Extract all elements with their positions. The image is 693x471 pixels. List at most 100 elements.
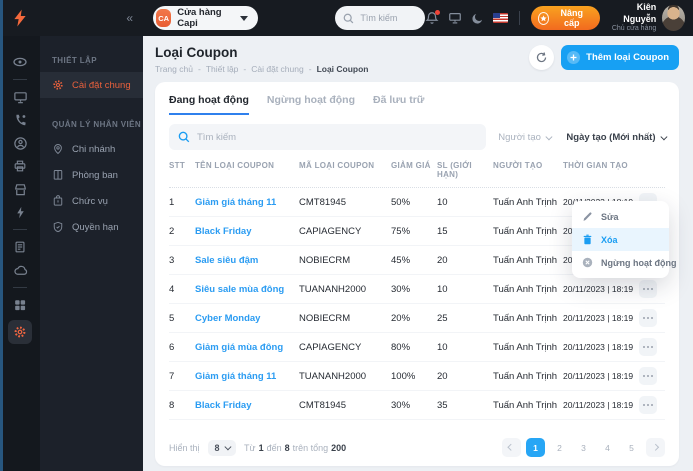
sidebar-item-phong-ban[interactable]: Phòng ban: [40, 162, 143, 188]
col-thoi-gian: THỜI GIAN TẠO: [563, 161, 628, 170]
col-stt: STT: [169, 161, 186, 170]
cell-created: 20/11/2023 | 18:19: [563, 313, 634, 323]
upgrade-button[interactable]: Nâng cấp: [530, 6, 601, 30]
next-page-button[interactable]: [646, 438, 665, 457]
row-context-menu: Sửa Xóa Ngừng hoạt động: [572, 201, 677, 278]
store-selector[interactable]: CA Cửa hàng Capi: [153, 6, 259, 30]
avatar[interactable]: [662, 5, 685, 31]
sidebar-section-title: THIẾT LẬP: [52, 56, 97, 65]
coupon-name-link[interactable]: Cyber Monday: [195, 312, 261, 324]
plus-icon: [567, 51, 581, 64]
show-label: Hiển thị: [169, 442, 200, 453]
cell-stt: 3: [169, 254, 175, 266]
context-menu-deactivate[interactable]: Ngừng hoạt động: [572, 251, 677, 274]
tab-dang-hoat-dong[interactable]: Đang hoạt động: [169, 94, 249, 115]
global-search-input[interactable]: [360, 13, 417, 23]
notification-dot: [434, 10, 440, 15]
creator-filter[interactable]: Người tạo: [498, 132, 553, 143]
cell-qty: 25: [437, 312, 448, 324]
page-button[interactable]: 5: [629, 442, 634, 453]
coupon-name-link[interactable]: Giảm giá mùa đông: [195, 341, 284, 353]
page-button[interactable]: 3: [581, 442, 586, 453]
sidebar-item-cai-dat-chung[interactable]: Cài đặt chung: [40, 72, 143, 98]
tab-ngung-hoat-dong[interactable]: Ngừng hoạt động: [266, 94, 355, 106]
page-button[interactable]: 4: [605, 442, 610, 453]
sidebar-collapse-button[interactable]: «: [126, 11, 133, 25]
cell-qty: 20: [437, 254, 448, 266]
cloud-icon[interactable]: [12, 262, 28, 278]
cell-discount: 30%: [391, 399, 411, 411]
cell-stt: 8: [169, 399, 175, 411]
page-button[interactable]: 2: [557, 442, 562, 453]
page-button[interactable]: 1: [526, 438, 545, 457]
cell-created: 20/11/2023 | 18:19: [563, 284, 634, 294]
context-menu-edit[interactable]: Sửa: [572, 205, 669, 228]
sidebar-item-chi-nhanh[interactable]: Chi nhánh: [40, 136, 143, 162]
cell-creator: Tuấn Anh Trịnh: [493, 225, 558, 237]
eye-icon[interactable]: [12, 54, 28, 70]
add-coupon-type-button[interactable]: Thêm loại Coupon: [561, 45, 679, 70]
grid-icon[interactable]: [12, 297, 28, 313]
sidebar: THIẾT LẬP Cài đặt chung QUẢN LÝ NHÂN VIÊ…: [40, 36, 143, 471]
breadcrumb-item[interactable]: Trang chủ: [155, 64, 193, 74]
coupon-name-link[interactable]: Black Friday: [195, 399, 252, 411]
cell-discount: 50%: [391, 196, 411, 208]
rail-divider: [13, 79, 27, 80]
table-row: 7 Giảm giá tháng 11 TUANANH2000 100% 20 …: [169, 362, 665, 391]
user-circle-icon[interactable]: [12, 135, 28, 151]
coupon-name-link[interactable]: Sale siêu đậm: [195, 254, 259, 266]
breadcrumb-item[interactable]: Thiết lập: [205, 64, 239, 74]
top-bar-icons: [425, 10, 522, 25]
col-sl: SL (GIỚI HẠN): [437, 161, 472, 179]
presentation-icon[interactable]: [448, 11, 462, 25]
page-size-value: 8: [214, 442, 220, 453]
tab-da-luu-tru[interactable]: Đã lưu trữ: [373, 94, 425, 106]
user-menu[interactable]: Kiên Nguyễn Chủ cửa hàng: [608, 2, 656, 33]
context-menu-label: Xóa: [601, 234, 618, 245]
row-actions-button[interactable]: [639, 280, 657, 298]
cell-discount: 45%: [391, 254, 411, 266]
row-actions-button[interactable]: [639, 309, 657, 327]
prev-page-button[interactable]: [502, 438, 521, 457]
sidebar-item-quyen-han[interactable]: Quyền hạn: [40, 214, 143, 240]
row-actions-button[interactable]: [639, 367, 657, 385]
dark-mode-moon-icon[interactable]: [471, 12, 484, 25]
storefront-icon[interactable]: [12, 181, 28, 197]
table-row: 5 Cyber Monday NOBIECRM 20% 25 Tuấn Anh …: [169, 304, 665, 333]
document-icon[interactable]: [12, 239, 28, 255]
chevron-down-icon: [224, 443, 231, 450]
refresh-button[interactable]: [529, 45, 555, 70]
cell-stt: 4: [169, 283, 175, 295]
gear-icon[interactable]: [8, 320, 32, 344]
breadcrumb-separator: -: [197, 64, 201, 74]
coupon-name-link[interactable]: Siêu sale mùa đông: [195, 283, 285, 295]
coupon-name-link[interactable]: Black Friday: [195, 225, 252, 237]
phone-icon[interactable]: [12, 112, 28, 128]
global-search[interactable]: [335, 6, 425, 30]
table-search[interactable]: [169, 124, 487, 150]
language-flag-icon[interactable]: [492, 13, 508, 23]
page-size-select[interactable]: 8: [207, 439, 237, 456]
cell-stt: 1: [169, 196, 175, 208]
printer-icon[interactable]: [12, 158, 28, 174]
user-role: Chủ cửa hàng: [611, 24, 657, 32]
sidebar-item-label: Quyền hạn: [72, 221, 119, 233]
breadcrumb-item[interactable]: Cài đặt chung: [251, 64, 304, 74]
flash-icon[interactable]: [12, 204, 28, 220]
cell-creator: Tuấn Anh Trịnh: [493, 196, 558, 208]
table-search-input[interactable]: [197, 131, 478, 143]
department-icon: [52, 169, 64, 181]
row-actions-button[interactable]: [639, 396, 657, 414]
sidebar-item-chuc-vu[interactable]: Chức vụ: [40, 188, 143, 214]
monitor-icon[interactable]: [12, 89, 28, 105]
row-actions-button[interactable]: [639, 338, 657, 356]
breadcrumb-separator: -: [243, 64, 247, 74]
notifications-bell-icon[interactable]: [425, 10, 440, 25]
page-title: Loại Coupon: [155, 45, 238, 60]
context-menu-delete[interactable]: Xóa: [572, 228, 669, 251]
cell-code: CAPIAGENCY: [299, 341, 362, 353]
coupon-name-link[interactable]: Giảm giá tháng 11: [195, 370, 277, 382]
coupon-name-link[interactable]: Giảm giá tháng 11: [195, 196, 277, 208]
sort-filter[interactable]: Ngày tạo (Mới nhất): [566, 131, 667, 143]
sort-filter-label: Ngày tạo (Mới nhất): [566, 131, 656, 143]
